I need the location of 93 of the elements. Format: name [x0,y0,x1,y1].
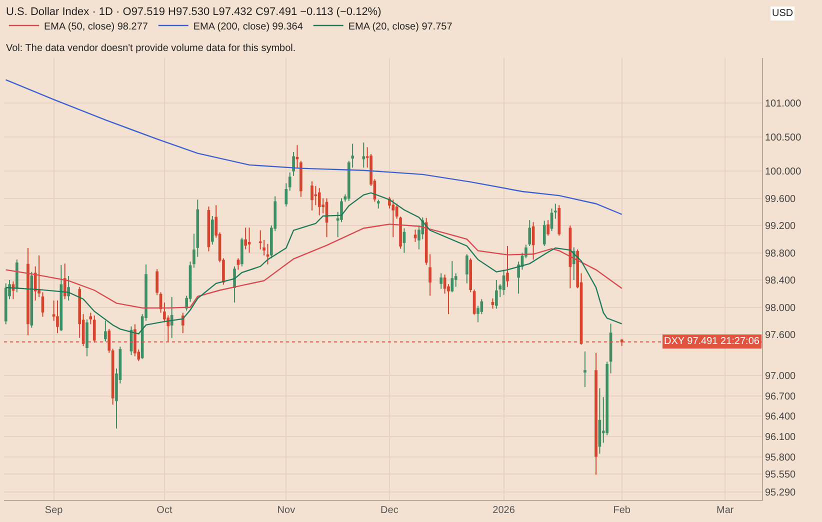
candlestick [248,227,251,254]
candlestick [12,280,15,300]
y-tick-label: 100.500 [765,132,802,144]
candlestick [292,151,295,176]
candlestick [546,220,550,236]
candlestick [472,289,476,316]
text: USD [772,8,794,19]
x-tick-label: Nov [277,505,296,516]
candlestick [296,144,299,168]
candlestick [207,206,210,252]
candlestick [240,237,244,267]
y-tick-label: 96.400 [765,412,796,423]
candlestick [134,324,136,357]
candlestick [181,312,184,334]
candlestick [310,180,314,212]
y-tick-label: 97.000 [765,370,796,382]
candlestick [108,328,111,354]
candlestick [506,245,509,288]
candlestick [236,258,240,270]
candlestick [609,323,612,374]
text: Vol: The data vendor doesn't provide volume data for this symbol. [6,43,296,54]
candlestick [469,258,472,293]
candlestick [266,243,270,265]
candlestick [568,225,572,289]
legend-label: EMA (50, close) 98.277 [44,21,148,32]
candlestick [502,269,506,296]
candlestick [542,220,546,246]
candlestick [4,282,8,325]
y-tick-label: 98.000 [765,302,796,314]
candlestick [288,172,292,192]
candlestick [466,254,468,284]
y-tick-label: 96.100 [765,432,796,444]
candlestick [211,216,214,246]
y-tick-label: 95.800 [765,452,796,464]
y-tick-label: 96.700 [765,391,796,402]
line-series [5,224,622,309]
candlestick [440,272,442,290]
y-tick-label: 98.800 [765,248,796,260]
y-tick-label: 97.600 [765,330,796,342]
candlestick [325,198,328,238]
x-tick-label: 2026 [492,505,516,516]
legend-label: EMA (200, close) 99.364 [193,21,304,32]
y-tick-label: 95.550 [765,470,796,481]
y-tick-label: 99.200 [765,221,796,232]
chart-title: U.S. Dollar Index · 1D · O97.519 H97.530 L97.432 C97.491 −0.113 (−0.12%) [6,6,382,18]
y-tick-label: 100.000 [765,166,802,178]
candlestick [598,388,602,454]
candlestick [60,264,63,332]
candlestick [86,319,88,357]
candlestick [392,199,395,238]
y-tick-label: 95.290 [765,487,796,498]
candlestick [318,188,321,216]
candlestick [244,227,247,250]
candlestick [376,199,380,210]
candlestick [428,254,432,296]
candlestick [284,182,288,207]
candlestick [104,320,107,342]
candlestick [532,222,535,260]
candlestick [620,338,624,346]
candlestick [92,314,96,344]
candlestick [56,300,59,334]
y-tick-label: 99.600 [765,194,796,205]
candlestick [362,142,366,168]
candlestick [300,160,302,198]
candlestick [450,260,454,293]
candlestick [67,275,70,301]
candlestick [63,263,66,300]
candlestick [491,298,494,310]
candlestick [26,248,30,336]
candlestick [495,280,498,310]
candlestick [594,352,598,476]
y-tick-label: 101.000 [765,98,802,110]
x-tick-label: Mar [716,505,734,516]
line-series [5,192,622,334]
legend-label: EMA (20, close) 97.757 [348,21,453,32]
candlestick [584,351,586,388]
candlestick [16,259,18,293]
candlestick [111,348,114,406]
candlestick [89,312,92,325]
x-tick-label: Dec [380,505,398,516]
candlestick [558,204,561,236]
candlestick [402,228,406,254]
candlestick [414,229,417,242]
candlestick [233,266,236,303]
x-tick-label: Sep [44,505,64,516]
x-tick-label: Feb [613,505,631,516]
line-series [5,79,622,215]
candlestick [156,268,158,296]
y-tick-label: 98.400 [765,276,796,287]
candlestick [528,220,532,246]
ref-line-label: DXY 97.491 21:27:06 [664,336,760,347]
candlestick [170,296,174,338]
x-tick-label: Oct [156,505,172,516]
